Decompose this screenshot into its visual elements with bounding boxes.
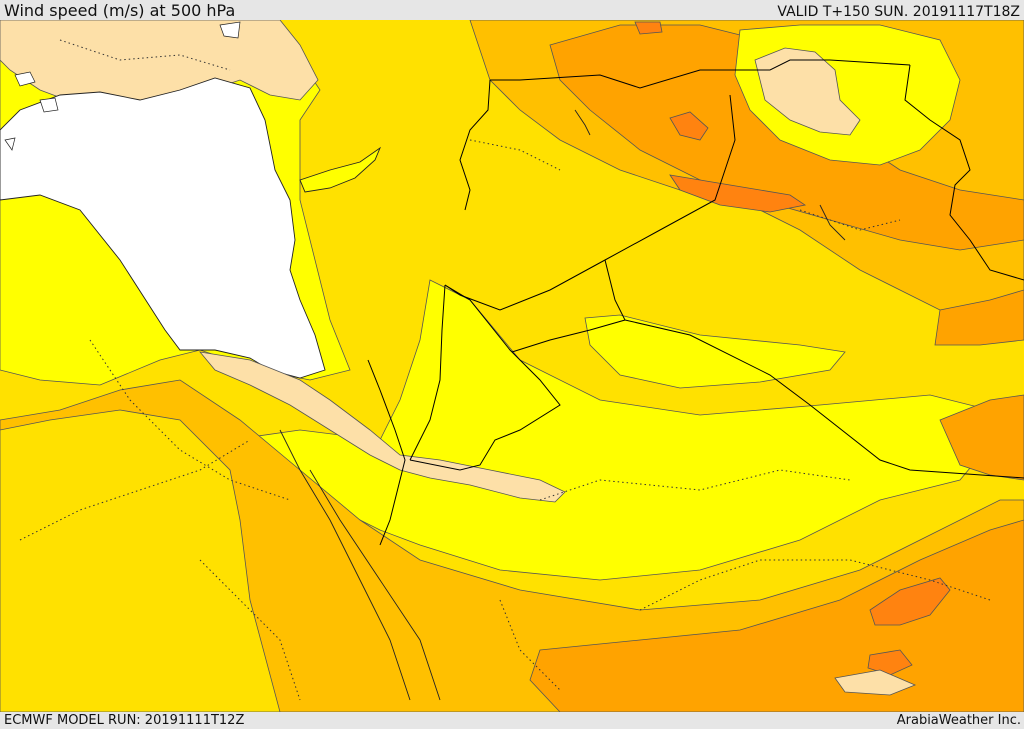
- field-orange-east: [934, 289, 1024, 346]
- field-yellow-band: [584, 314, 846, 389]
- model-run: ECMWF MODEL RUN: 20191111T12Z: [4, 713, 245, 728]
- islands-aegean: [4, 21, 241, 151]
- coastlines: [279, 109, 846, 701]
- sea: [0, 77, 326, 379]
- field-light-egypt: [199, 351, 566, 503]
- field-dark-orange-northeast: [669, 174, 807, 213]
- field-dark-orange-south: [869, 577, 951, 626]
- header-bar: [0, 0, 1024, 20]
- field-orange-east-2: [939, 394, 1024, 481]
- island-cyprus: [299, 146, 382, 193]
- field-yellow-central: [229, 279, 991, 581]
- map-title: Wind speed (m/s) at 500 hPa: [4, 1, 236, 20]
- footer-bar: [0, 712, 1024, 729]
- wind-speed-map[interactable]: [0, 20, 1024, 712]
- field-dark-orange-top: [634, 21, 663, 35]
- country-borders: [367, 59, 1024, 546]
- valid-time: VALID T+150 SUN. 20191117T18Z: [777, 4, 1020, 20]
- field-dark-orange-small: [669, 111, 709, 141]
- credit-text: ArabiaWeather Inc.: [896, 713, 1021, 728]
- field-light-northeast: [754, 47, 861, 136]
- field-light-south: [834, 669, 917, 696]
- field-gold-south-west: [0, 409, 281, 712]
- admin-lines: [19, 39, 991, 701]
- field-dark-orange-spot: [867, 649, 913, 676]
